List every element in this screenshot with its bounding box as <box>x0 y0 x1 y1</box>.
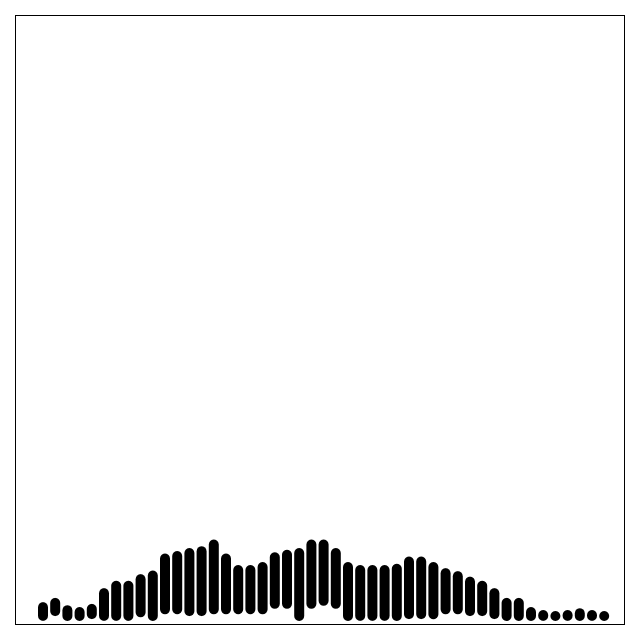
bar-28 <box>367 565 378 621</box>
bar-40 <box>513 597 524 621</box>
bar-25 <box>330 548 341 609</box>
bar-18 <box>245 565 256 615</box>
bar-45 <box>574 608 585 621</box>
bar-44 <box>562 610 573 621</box>
bar-7 <box>111 580 122 621</box>
bar-20 <box>269 552 280 609</box>
bar-3 <box>62 605 73 621</box>
bar-26 <box>343 562 353 621</box>
bar-43 <box>550 611 561 621</box>
bar-29 <box>379 565 390 621</box>
bar-21 <box>282 549 292 609</box>
bar-36 <box>465 576 475 617</box>
bar-24 <box>318 539 329 606</box>
bar-14 <box>196 546 207 617</box>
bar-1 <box>38 602 48 621</box>
bar-39 <box>501 597 512 621</box>
bar-9 <box>135 574 146 618</box>
bar-42 <box>538 610 549 621</box>
bar-12 <box>172 551 183 615</box>
plot-frame <box>15 15 625 625</box>
bar-11 <box>160 553 170 615</box>
bar-16 <box>221 553 231 615</box>
bar-32 <box>416 556 427 620</box>
bar-46 <box>587 610 597 621</box>
bar-17 <box>233 565 244 615</box>
bar-31 <box>404 556 414 620</box>
bar-13 <box>184 548 195 617</box>
bar-series <box>38 539 610 621</box>
bar-30 <box>391 563 402 621</box>
bar-47 <box>599 611 610 621</box>
bar-41 <box>526 607 536 621</box>
bar-35 <box>452 571 463 615</box>
bar-33 <box>428 562 439 620</box>
bar-22 <box>294 548 305 621</box>
bar-8 <box>123 580 134 621</box>
bar-37 <box>477 580 488 617</box>
bar-27 <box>355 565 366 621</box>
bar-34 <box>440 568 451 615</box>
bar-2 <box>50 597 61 617</box>
bar-10 <box>147 570 158 621</box>
bar-5 <box>86 603 97 620</box>
bar-15 <box>208 539 219 615</box>
bar-38 <box>489 588 500 620</box>
bar-4 <box>74 607 85 621</box>
bar-19 <box>257 562 268 615</box>
bar-6 <box>99 588 109 621</box>
bar-23 <box>306 539 317 609</box>
